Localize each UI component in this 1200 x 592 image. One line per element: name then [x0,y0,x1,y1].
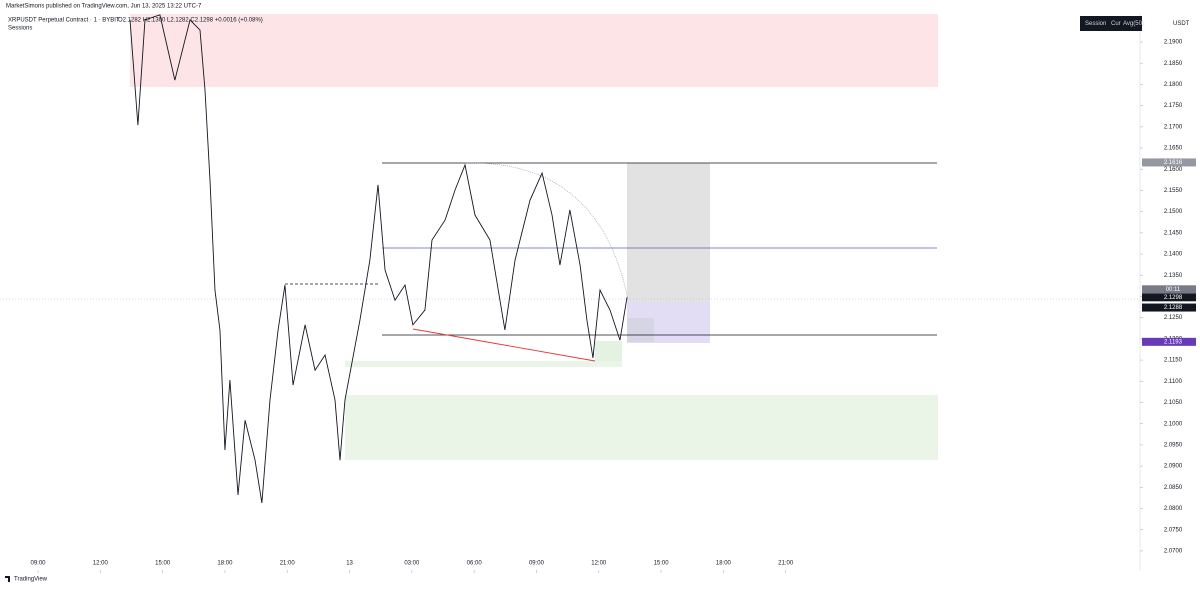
y-tick-label: 2.1800 [1164,82,1183,88]
x-tick-label: 06:00 [467,561,483,567]
publisher: MarketSimons published on TradingView.co… [6,4,202,10]
x-tick-label: 09:00 [529,561,545,567]
symbol: XRPUSDT Perpetual Contract · 1 · BYBIT [8,18,120,24]
x-tick-label: 13 [346,561,353,567]
y-tick-label: 2.1700 [1164,124,1183,130]
x-tick-label: 09:00 [30,561,46,567]
logo [5,576,10,582]
indicator: Sessions [8,26,32,32]
y-tick-label: 2.0750 [1164,527,1183,533]
price-label-box [1142,158,1196,167]
price-line [129,14,628,504]
x-tick-label: 18:00 [716,561,732,567]
y-tick-label: 2.1400 [1164,252,1183,258]
price-label: 2.1288 [1164,305,1183,311]
y-tick-label: 2.0700 [1164,548,1183,554]
y-tick-label: 2.0850 [1164,485,1183,491]
y-tick-label: 2.1500 [1164,209,1183,215]
y-tick-label: 2.1450 [1164,230,1183,236]
y-tick-label: 2.1100 [1164,379,1183,385]
toolbar-item[interactable]: Cur [1111,21,1121,27]
x-tick-label: 12:00 [93,561,109,567]
x-tick-label: 15:00 [155,561,171,567]
price-label-box [1142,303,1196,312]
y-tick-label: 2.0950 [1164,442,1183,448]
y-tick-label: 2.1250 [1164,315,1183,321]
y-tick-label: 2.1150 [1164,358,1183,364]
y-tick-label: 2.1900 [1164,40,1183,46]
y-tick-label: 2.0900 [1164,464,1183,470]
x-tick-label: 21:00 [280,561,296,567]
toolbar [1080,16,1142,31]
y-tick-label: 2.1000 [1164,421,1183,427]
position-box [627,318,654,342]
price-label-box [1142,293,1196,302]
y-tick-label: 2.0800 [1164,506,1183,512]
price-label: 2.1298 [1164,295,1183,301]
toolbar-item[interactable]: Session [1085,21,1106,27]
x-tick-label: 15:00 [654,561,670,567]
y-tick-label: 2.1600 [1164,167,1183,173]
y-tick-label: 2.1550 [1164,188,1183,194]
toolbar-item[interactable]: Avg(50) [1123,21,1144,27]
price-label: 2.1616 [1164,160,1183,166]
arc [464,162,629,301]
y-tick-label: 2.1050 [1164,400,1183,406]
y-tick-label: 2.1650 [1164,146,1183,152]
demand-zone [345,361,622,367]
countdown-box [1142,285,1196,294]
price-label-box [1142,337,1196,346]
y-tick-label: 2.1750 [1164,103,1183,109]
x-tick-label: 03:00 [404,561,420,567]
countdown: 00:11 [1166,287,1181,293]
y-tick-label: 2.1350 [1164,273,1183,279]
trend-line [412,328,596,362]
demand-zone [345,395,938,460]
y-tick-label: 2.1850 [1164,61,1183,67]
price-label: 2.1193 [1164,339,1183,345]
demand-zone [595,341,622,361]
x-tick-label: 12:00 [591,561,607,567]
currency: USDT [1173,21,1190,27]
footer: TradingView [14,577,48,583]
supply-zone [130,14,938,87]
x-tick-label: 21:00 [778,561,794,567]
stop-zone [627,163,710,302]
x-tick-label: 18:00 [217,561,233,567]
